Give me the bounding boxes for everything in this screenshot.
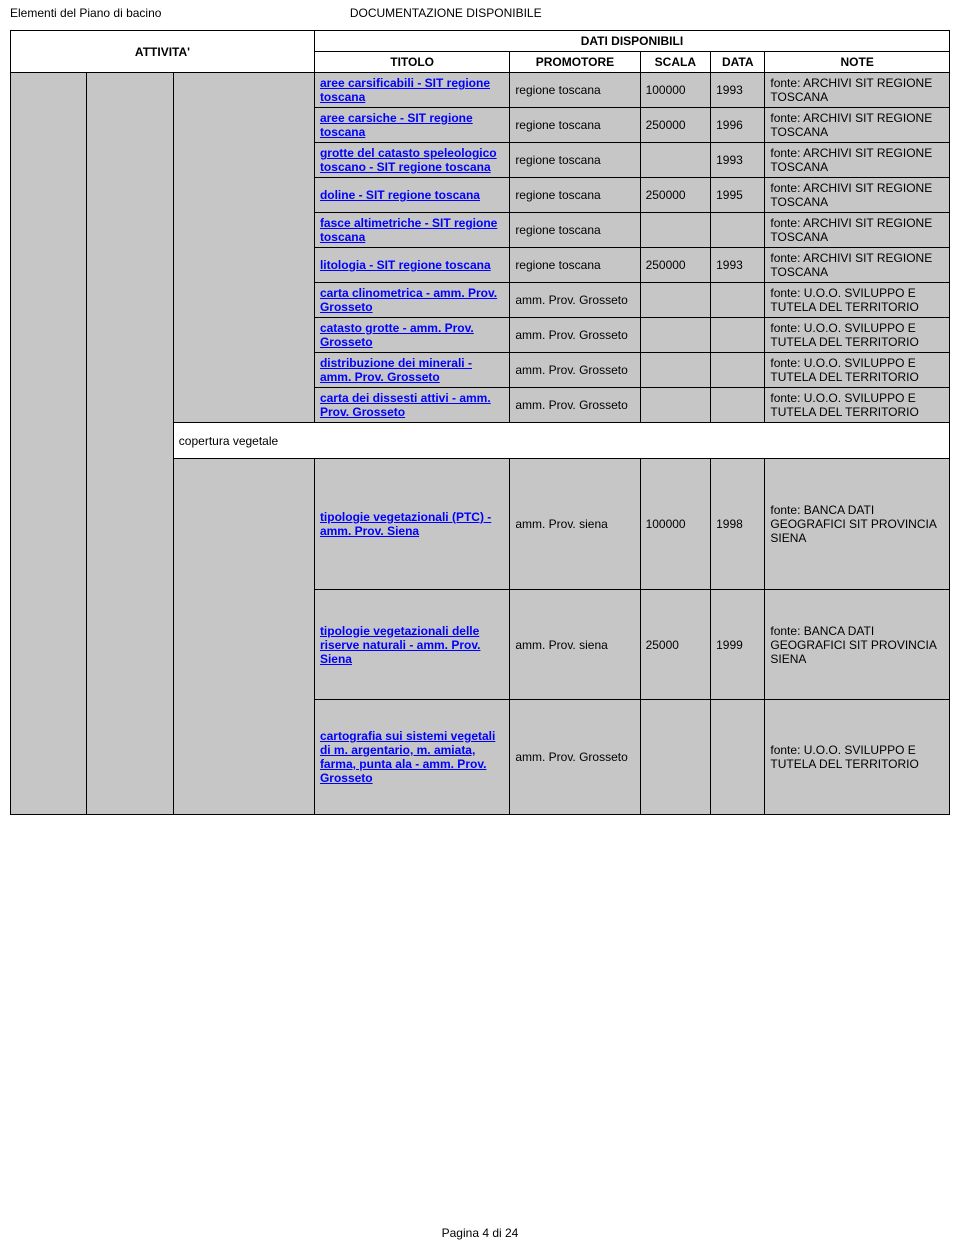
activity-col-2 bbox=[86, 73, 173, 815]
cell-data bbox=[711, 388, 765, 423]
link-text[interactable]: distribuzione dei minerali - amm. Prov. … bbox=[320, 356, 472, 384]
cell-data: 1995 bbox=[711, 178, 765, 213]
cell-scala bbox=[640, 318, 711, 353]
col-data: DATA bbox=[711, 52, 765, 73]
cell-data bbox=[711, 283, 765, 318]
cell-scala bbox=[640, 213, 711, 248]
cell-data: 1993 bbox=[711, 143, 765, 178]
page-footer: Pagina 4 di 24 bbox=[0, 1226, 960, 1240]
link-text[interactable]: litologia - SIT regione toscana bbox=[320, 258, 491, 272]
cell-data bbox=[711, 213, 765, 248]
link-text[interactable]: fasce altimetriche - SIT regione toscana bbox=[320, 216, 497, 244]
link-text[interactable]: carta clinometrica - amm. Prov. Grosseto bbox=[320, 286, 497, 314]
cell-scala: 25000 bbox=[640, 590, 711, 700]
activity-col-3-a bbox=[173, 73, 314, 423]
link-text[interactable]: tipologie vegetazionali (PTC) - amm. Pro… bbox=[320, 510, 491, 538]
cell-scala bbox=[640, 283, 711, 318]
activity-col-3-b bbox=[173, 459, 314, 815]
cell-data bbox=[711, 353, 765, 388]
cell-promotore: regione toscana bbox=[510, 178, 640, 213]
table-header-row-1: ATTIVITA' DATI DISPONIBILI bbox=[11, 31, 950, 52]
header-left: Elementi del Piano di bacino bbox=[10, 6, 161, 20]
cell-promotore: amm. Prov. Grosseto bbox=[510, 700, 640, 815]
header-bar: Elementi del Piano di bacino DOCUMENTAZI… bbox=[0, 0, 960, 30]
col-titolo: TITOLO bbox=[314, 52, 509, 73]
cell-note: fonte: ARCHIVI SIT REGIONE TOSCANA bbox=[765, 108, 950, 143]
cell-note: fonte: ARCHIVI SIT REGIONE TOSCANA bbox=[765, 178, 950, 213]
cell-scala bbox=[640, 143, 711, 178]
cell-data: 1993 bbox=[711, 73, 765, 108]
cell-scala: 250000 bbox=[640, 178, 711, 213]
cell-data bbox=[711, 700, 765, 815]
col-promotore: PROMOTORE bbox=[510, 52, 640, 73]
cell-promotore: regione toscana bbox=[510, 73, 640, 108]
link-text[interactable]: cartografia sui sistemi vegetali di m. a… bbox=[320, 729, 495, 785]
cell-note: fonte: BANCA DATI GEOGRAFICI SIT PROVINC… bbox=[765, 590, 950, 700]
cell-note: fonte: U.O.O. SVILUPPO E TUTELA DEL TERR… bbox=[765, 318, 950, 353]
cell-promotore: amm. Prov. Grosseto bbox=[510, 388, 640, 423]
col-scala: SCALA bbox=[640, 52, 711, 73]
link-text[interactable]: catasto grotte - amm. Prov. Grosseto bbox=[320, 321, 474, 349]
cell-note: fonte: BANCA DATI GEOGRAFICI SIT PROVINC… bbox=[765, 459, 950, 590]
link-text[interactable]: tipologie vegetazionali delle riserve na… bbox=[320, 624, 481, 666]
cell-promotore: amm. Prov. Grosseto bbox=[510, 353, 640, 388]
cell-note: fonte: U.O.O. SVILUPPO E TUTELA DEL TERR… bbox=[765, 388, 950, 423]
cell-data: 1999 bbox=[711, 590, 765, 700]
cell-promotore: amm. Prov. Grosseto bbox=[510, 318, 640, 353]
cell-note: fonte: ARCHIVI SIT REGIONE TOSCANA bbox=[765, 73, 950, 108]
cell-data: 1998 bbox=[711, 459, 765, 590]
cell-scala bbox=[640, 353, 711, 388]
cell-note: fonte: U.O.O. SVILUPPO E TUTELA DEL TERR… bbox=[765, 700, 950, 815]
header-center: DOCUMENTAZIONE DISPONIBILE bbox=[350, 6, 542, 20]
cell-scala bbox=[640, 700, 711, 815]
cell-promotore: regione toscana bbox=[510, 143, 640, 178]
cell-scala bbox=[640, 388, 711, 423]
cell-scala: 250000 bbox=[640, 248, 711, 283]
cell-note: fonte: U.O.O. SVILUPPO E TUTELA DEL TERR… bbox=[765, 353, 950, 388]
cell-data: 1996 bbox=[711, 108, 765, 143]
link-text[interactable]: carta dei dissesti attivi - amm. Prov. G… bbox=[320, 391, 491, 419]
section-label: copertura vegetale bbox=[173, 423, 949, 459]
col-attivita: ATTIVITA' bbox=[11, 31, 315, 73]
cell-promotore: amm. Prov. siena bbox=[510, 590, 640, 700]
table-row: aree carsificabili - SIT regione toscana… bbox=[11, 73, 950, 108]
cell-titolo: aree carsificabili - SIT regione toscana bbox=[314, 73, 509, 108]
data-table: ATTIVITA' DATI DISPONIBILI TITOLO PROMOT… bbox=[10, 30, 950, 815]
cell-data bbox=[711, 318, 765, 353]
page: Elementi del Piano di bacino DOCUMENTAZI… bbox=[0, 0, 960, 1260]
link-text[interactable]: aree carsificabili - SIT regione toscana bbox=[320, 76, 490, 104]
cell-note: fonte: ARCHIVI SIT REGIONE TOSCANA bbox=[765, 213, 950, 248]
link-text[interactable]: doline - SIT regione toscana bbox=[320, 188, 480, 202]
col-note: NOTE bbox=[765, 52, 950, 73]
col-dati-disponibili: DATI DISPONIBILI bbox=[314, 31, 949, 52]
cell-promotore: amm. Prov. Grosseto bbox=[510, 283, 640, 318]
link-text[interactable]: aree carsiche - SIT regione toscana bbox=[320, 111, 473, 139]
cell-data: 1993 bbox=[711, 248, 765, 283]
cell-promotore: regione toscana bbox=[510, 213, 640, 248]
cell-promotore: amm. Prov. siena bbox=[510, 459, 640, 590]
cell-note: fonte: ARCHIVI SIT REGIONE TOSCANA bbox=[765, 143, 950, 178]
cell-note: fonte: ARCHIVI SIT REGIONE TOSCANA bbox=[765, 248, 950, 283]
cell-scala: 100000 bbox=[640, 73, 711, 108]
cell-scala: 100000 bbox=[640, 459, 711, 590]
cell-promotore: regione toscana bbox=[510, 108, 640, 143]
cell-promotore: regione toscana bbox=[510, 248, 640, 283]
header-right-spacer bbox=[730, 6, 950, 20]
activity-col-1 bbox=[11, 73, 87, 815]
cell-scala: 250000 bbox=[640, 108, 711, 143]
link-text[interactable]: grotte del catasto speleologico toscano … bbox=[320, 146, 497, 174]
cell-note: fonte: U.O.O. SVILUPPO E TUTELA DEL TERR… bbox=[765, 283, 950, 318]
